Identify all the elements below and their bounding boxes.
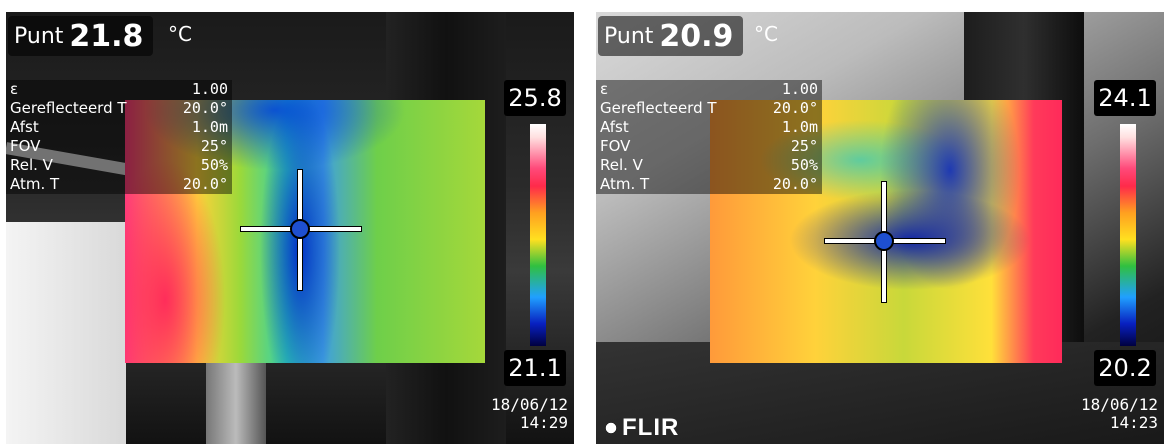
param-row: FOV 25° [10,137,228,155]
color-scale-bar [1120,124,1136,346]
param-row: FOV 25° [600,137,818,155]
time-text: 14:23 [1109,413,1158,432]
crosshair-icon [825,182,945,302]
date-text: 18/06/12 [490,395,568,414]
temperature-unit: °C [168,22,192,46]
measurement-parameters: ε 1.00 Gereflecteerd T 20.0° Afst 1.0m FOV 2… [6,80,232,194]
param-row: Gereflecteerd T 20.0° [600,99,818,117]
color-scale-bar [530,124,546,346]
scale-min: 20.2 [1094,350,1156,386]
timestamp: 18/06/12 14:23 [1081,396,1158,432]
date-text: 18/06/12 [1080,395,1158,414]
param-row: Rel. V 50% [600,156,818,174]
spot-label: Punt [14,23,64,49]
param-row: Afst 1.0m [10,118,228,136]
temperature-unit: °C [754,22,778,46]
param-row: Atm. T 20.0° [600,175,818,193]
scale-min: 21.1 [504,350,566,386]
flir-logo-icon: FLIR [602,414,679,442]
param-row: Afst 1.0m [600,118,818,136]
spot-readout: Punt 21.8 [8,16,154,56]
logo-text: FLIR [622,414,680,441]
param-row: Atm. T 20.0° [10,175,228,193]
timestamp: 18/06/12 14:29 [491,396,568,432]
spot-value: 20.9 [659,18,734,54]
crosshair-icon [241,170,361,290]
scale-max: 24.1 [1094,80,1156,116]
measurement-parameters: ε 1.00 Gereflecteerd T 20.0° Afst 1.0m FOV 2… [596,80,822,194]
time-text: 14:29 [519,413,568,432]
spot-readout: Punt 20.9 [598,16,744,56]
spot-value: 21.8 [69,18,144,54]
thermal-image-right: Punt 20.9 °C ε 1.00 Gereflecteerd T 20.0° … [596,12,1164,444]
param-row: ε 1.00 [600,80,818,98]
param-row: Gereflecteerd T 20.0° [10,99,228,117]
param-row: Rel. V 50% [10,156,228,174]
param-row: ε 1.00 [10,80,228,98]
scale-max: 25.8 [504,80,566,116]
thermal-image-left: Punt 21.8 °C ε 1.00 Gereflecteerd T 20.0° … [6,12,574,444]
window-pane [6,222,126,444]
spot-label: Punt [604,23,654,49]
